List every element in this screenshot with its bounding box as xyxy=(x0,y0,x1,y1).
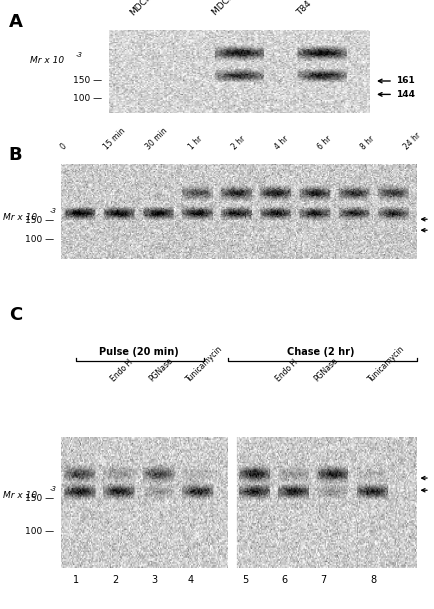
Text: 144: 144 xyxy=(378,90,415,99)
Text: Chase (2 hr): Chase (2 hr) xyxy=(287,348,355,357)
Text: 150 —: 150 — xyxy=(73,77,102,85)
Text: Tunicamycin: Tunicamycin xyxy=(184,343,224,384)
Text: 161: 161 xyxy=(422,215,434,224)
Text: Endo H: Endo H xyxy=(108,358,134,384)
Text: 5: 5 xyxy=(242,575,248,585)
Text: 144: 144 xyxy=(422,486,434,495)
Text: A: A xyxy=(9,13,23,32)
Text: 24 hr: 24 hr xyxy=(401,130,422,151)
Text: T84: T84 xyxy=(295,0,313,17)
Text: 161: 161 xyxy=(378,77,414,85)
Text: 4: 4 xyxy=(188,575,194,585)
Text: Mr x 10: Mr x 10 xyxy=(3,491,37,499)
Text: Tunicamycin: Tunicamycin xyxy=(367,343,407,384)
Text: 100 —: 100 — xyxy=(25,527,54,535)
Text: C: C xyxy=(9,306,22,324)
Text: 8: 8 xyxy=(370,575,376,585)
Text: -3: -3 xyxy=(50,208,57,214)
Text: 7: 7 xyxy=(320,575,326,585)
Text: MDCK Hp: MDCK Hp xyxy=(210,0,247,17)
Text: 1 hr: 1 hr xyxy=(187,134,204,151)
Text: Mr x 10: Mr x 10 xyxy=(3,213,37,222)
Text: 6: 6 xyxy=(281,575,287,585)
Text: Mr x 10: Mr x 10 xyxy=(30,57,65,65)
Text: 1: 1 xyxy=(73,575,79,585)
Text: 3: 3 xyxy=(151,575,157,585)
Text: 100 —: 100 — xyxy=(25,236,54,244)
Text: 161: 161 xyxy=(422,474,434,482)
Text: 4 hr: 4 hr xyxy=(273,134,290,151)
Text: Endo H: Endo H xyxy=(273,358,299,384)
Text: 100 —: 100 — xyxy=(73,94,102,103)
Text: 30 min: 30 min xyxy=(145,126,170,151)
Text: 150 —: 150 — xyxy=(25,216,54,225)
Text: 8 hr: 8 hr xyxy=(359,134,376,151)
Text: 144: 144 xyxy=(422,226,434,234)
Text: 2: 2 xyxy=(112,575,118,585)
Text: MDCK: MDCK xyxy=(128,0,154,17)
Text: PGNase: PGNase xyxy=(148,356,175,384)
Text: 2 hr: 2 hr xyxy=(230,134,247,151)
Text: 0: 0 xyxy=(59,141,69,151)
Text: -3: -3 xyxy=(50,486,57,492)
Text: Pulse (20 min): Pulse (20 min) xyxy=(99,348,179,357)
Text: PGNase: PGNase xyxy=(312,356,340,384)
Text: B: B xyxy=(9,146,22,164)
Text: 15 min: 15 min xyxy=(102,126,127,151)
Text: -3: -3 xyxy=(76,52,83,58)
Text: 6 hr: 6 hr xyxy=(316,134,333,151)
Text: 150 —: 150 — xyxy=(25,494,54,502)
